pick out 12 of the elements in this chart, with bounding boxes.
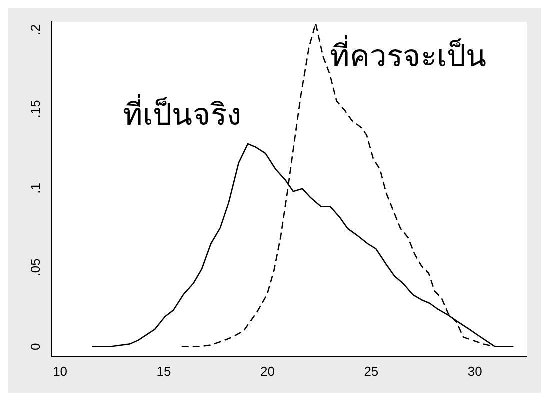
x-tick-label: 25 [364, 364, 379, 379]
series-label: ที่ควรจะเป็น [330, 35, 487, 74]
x-tick-label: 20 [260, 364, 275, 379]
y-tick-label: .15 [28, 100, 44, 118]
y-tick-label: .05 [28, 258, 44, 277]
y-tick-label: .1 [28, 182, 44, 194]
x-tick-label: 30 [468, 364, 482, 379]
y-tick-label: .2 [28, 24, 44, 36]
series-label: ที่เป็นจริง [123, 94, 242, 133]
x-tick-label: 15 [156, 364, 172, 379]
y-tick-label: 0 [28, 343, 44, 351]
x-tick-label: 10 [53, 364, 68, 379]
